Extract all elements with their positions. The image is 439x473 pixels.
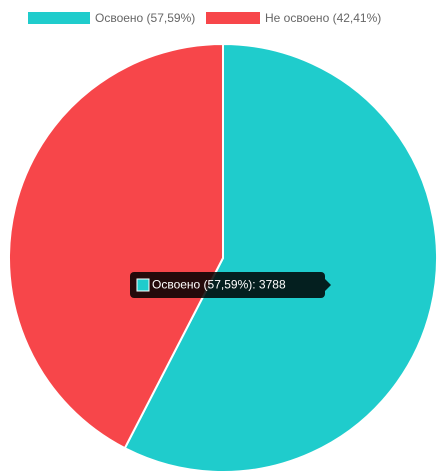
slice: [8, 42, 224, 450]
tooltip-text: Освоено (57,59%): 3788: [152, 278, 286, 292]
tooltip-swatch: [136, 278, 150, 292]
slice: [123, 42, 438, 473]
legend-swatch: [28, 12, 90, 24]
legend-label: Освоено (57,59%): [95, 11, 195, 25]
legend-label: Не освоено (42,41%): [265, 11, 381, 25]
legend: Освоено (57,59%) Не освоено (42,41%): [28, 11, 381, 25]
pie: [8, 42, 438, 473]
tooltip-arrow: [325, 279, 331, 291]
tooltip-box: [130, 272, 325, 298]
tooltip: Освоено (57,59%): 3788: [130, 272, 331, 298]
legend-swatch: [206, 12, 260, 24]
